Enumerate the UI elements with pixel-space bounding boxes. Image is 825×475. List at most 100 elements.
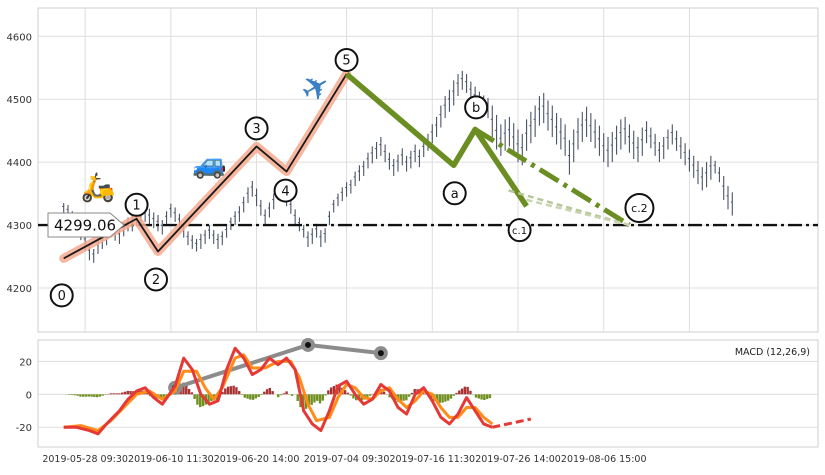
- macd-hist-bar: [232, 386, 234, 395]
- wave-label-text: 1: [132, 198, 140, 213]
- macd-hist-bar: [244, 394, 246, 397]
- macd-hist-bar: [480, 394, 482, 399]
- wave-label-text: 3: [252, 122, 260, 137]
- divergence-marker-dot: [378, 350, 384, 356]
- macd-hist-bar: [196, 394, 198, 404]
- level-price-label: 4299.06: [54, 217, 116, 235]
- macd-hist-bar: [99, 394, 101, 396]
- macd-hist-bar: [246, 394, 248, 398]
- macd-hist-bar: [489, 394, 491, 398]
- macd-hist-bar: [266, 389, 268, 394]
- macd-hist-bar: [453, 394, 455, 395]
- macd-hist-bar: [82, 394, 84, 396]
- macd-hist-bar: [252, 394, 254, 399]
- macd-hist-bar: [322, 394, 324, 400]
- macd-hist-bar: [280, 394, 282, 395]
- macd-hist-bar: [113, 393, 115, 394]
- xtick-label: 2019-07-16 11:30: [389, 454, 475, 465]
- wave-label-text: b: [472, 101, 480, 116]
- divergence-marker-dot: [305, 342, 311, 348]
- macd-hist-bar: [277, 394, 279, 397]
- macd-hist-bar: [227, 387, 229, 395]
- macd-hist-bar: [255, 394, 257, 398]
- price-panel: 4200 4300 4400 4500 4600 0 1 2 3 4 5 a b c.1 c.2 4299.0…: [7, 8, 818, 332]
- macd-hist-bar: [230, 386, 232, 394]
- macd-ytick-label: 0: [26, 390, 32, 401]
- wave-label-text: 4: [281, 184, 289, 199]
- macd-hist-bar: [469, 391, 471, 395]
- wave-label-text: a: [451, 187, 459, 202]
- wave-label-text: c.1: [512, 226, 527, 237]
- macd-hist-bar: [483, 394, 485, 400]
- macd-hist-bar: [319, 394, 321, 403]
- macd-hist-bar: [461, 389, 463, 395]
- macd-hist-bar: [238, 391, 240, 394]
- macd-hist-bar: [96, 394, 98, 397]
- macd-hist-bar: [263, 392, 265, 395]
- price-ytick-label: 4500: [7, 95, 32, 106]
- macd-hist-bar: [235, 387, 237, 394]
- macd-hist-bar: [316, 394, 318, 401]
- xtick-label: 2019-08-06 15:00: [561, 454, 647, 465]
- price-ytick-label: 4600: [7, 32, 32, 43]
- macd-hist-bar: [188, 389, 190, 394]
- macd-hist-bar: [224, 388, 226, 394]
- macd-hist-bar: [258, 394, 260, 397]
- macd-hist-bar: [330, 388, 332, 395]
- macd-hist-bar: [285, 391, 287, 394]
- macd-hist-bar: [124, 392, 126, 395]
- macd-hist-bar: [447, 394, 449, 400]
- macd-hist-bar: [193, 394, 195, 399]
- macd-hist-bar: [269, 388, 271, 394]
- macd-hist-bar: [90, 394, 92, 396]
- wave-label-text: 2: [152, 273, 160, 288]
- macd-hist-bar: [464, 387, 466, 395]
- macd-hist-bar: [76, 394, 78, 395]
- macd-hist-bar: [455, 393, 457, 394]
- macd-hist-bar: [85, 394, 87, 396]
- macd-hist-bar: [93, 394, 95, 397]
- macd-hist-bar: [297, 394, 299, 401]
- scooter-icon: 🛵: [81, 171, 116, 204]
- macd-hist-bar: [79, 394, 81, 396]
- macd-hist-bar: [249, 394, 251, 399]
- macd-hist-bar: [486, 394, 488, 399]
- macd-hist-bar: [118, 393, 120, 394]
- macd-hist-bar: [121, 393, 123, 395]
- macd-hist-bar: [241, 394, 243, 395]
- macd-hist-bar: [405, 394, 407, 400]
- price-ytick-label: 4200: [7, 284, 32, 295]
- macd-hist-bar: [127, 391, 129, 394]
- xtick-label: 2019-07-26 14:00: [475, 454, 561, 465]
- macd-hist-bar: [115, 393, 117, 394]
- wave-label-text: c.2: [631, 202, 648, 215]
- macd-hist-bar: [466, 387, 468, 394]
- macd-ytick-label: -20: [16, 423, 32, 434]
- xtick-label: 2019-06-20 14:00: [214, 454, 300, 465]
- macd-hist-bar: [478, 394, 480, 398]
- macd-hist-bar: [327, 390, 329, 394]
- price-ytick-label: 4300: [7, 221, 32, 232]
- macd-hist-bar: [88, 394, 90, 396]
- wave-label-text: 0: [58, 289, 66, 304]
- macd-hist-bar: [102, 394, 104, 395]
- macd-hist-bar: [110, 393, 112, 394]
- wave-label-text: 5: [342, 54, 350, 69]
- macd-hist-bar: [185, 386, 187, 395]
- macd-hist-bar: [347, 393, 349, 395]
- macd-ytick-label: 20: [19, 357, 32, 368]
- macd-panel: -20 0 20 MACD (12,26,9): [16, 338, 818, 447]
- macd-hist-bar: [369, 394, 371, 395]
- price-ytick-label: 4400: [7, 158, 32, 169]
- macd-hist-bar: [71, 394, 73, 395]
- macd-hist-bar: [450, 394, 452, 398]
- macd-hist-bar: [324, 394, 326, 395]
- macd-hist-bar: [475, 394, 477, 397]
- macd-hist-bar: [402, 394, 404, 400]
- macd-title: MACD (12,26,9): [735, 347, 810, 358]
- macd-hist-bar: [260, 394, 262, 395]
- macd-hist-bar: [310, 394, 312, 405]
- car-icon: 🚙: [192, 147, 227, 180]
- macd-hist-bar: [441, 394, 443, 402]
